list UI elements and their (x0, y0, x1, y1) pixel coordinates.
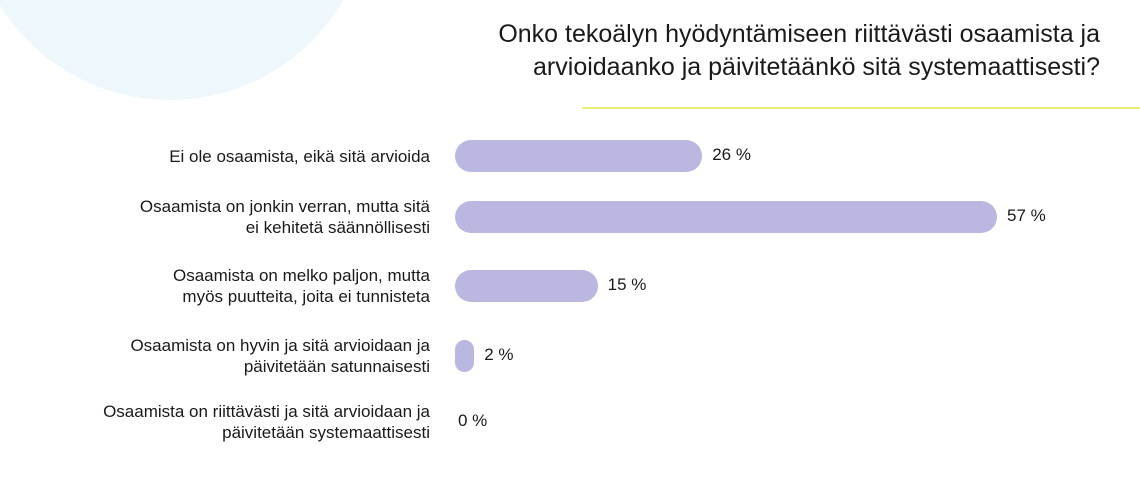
bar (455, 340, 475, 372)
chart-title: Onko tekoälyn hyödyntämiseen riittävästi… (498, 20, 1100, 81)
bar (455, 201, 997, 233)
category-label: Osaamista on jonkin verran, mutta sitä e… (139, 197, 430, 237)
category-label: Osaamista on hyvin ja sitä arvioidaan ja… (130, 336, 430, 376)
background-circle (0, 0, 370, 100)
bar (455, 140, 703, 172)
value-label: 0 % (458, 411, 488, 430)
value-label: 57 % (1007, 206, 1046, 225)
title-underline (582, 107, 1140, 109)
category-label: Osaamista on melko paljon, mutta myös pu… (172, 266, 430, 306)
value-label: 26 % (712, 145, 751, 164)
category-label: Ei ole osaamista, eikä sitä arvioida (169, 146, 430, 166)
category-label: Osaamista on riittävästi ja sitä arvioid… (103, 402, 430, 442)
bar (455, 270, 598, 302)
value-label: 2 % (484, 345, 514, 364)
value-label: 15 % (607, 275, 647, 294)
